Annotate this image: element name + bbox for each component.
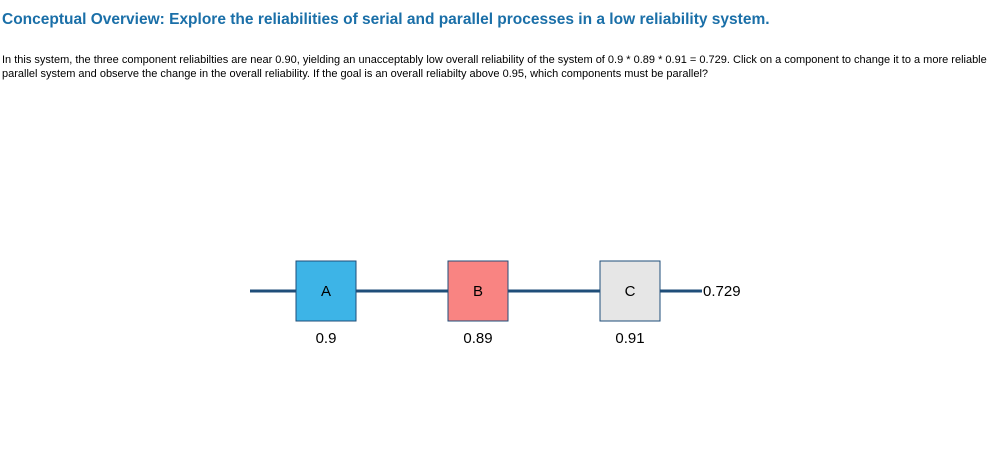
- component-label: B: [473, 283, 483, 300]
- component-box[interactable]: [447, 260, 509, 322]
- component-label: A: [321, 283, 331, 300]
- component-label: C: [625, 283, 636, 300]
- component-box[interactable]: [295, 260, 357, 322]
- component-reliability: 0.89: [463, 330, 492, 347]
- component-reliability: 0.91: [615, 330, 644, 347]
- description: In this system, the three component reli…: [2, 54, 987, 80]
- page-title: Conceptual Overview: Explore the reliabi…: [2, 11, 770, 28]
- overall-reliability: 0.729: [703, 283, 741, 300]
- component-reliability: 0.9: [316, 330, 337, 347]
- component-box[interactable]: [599, 260, 661, 322]
